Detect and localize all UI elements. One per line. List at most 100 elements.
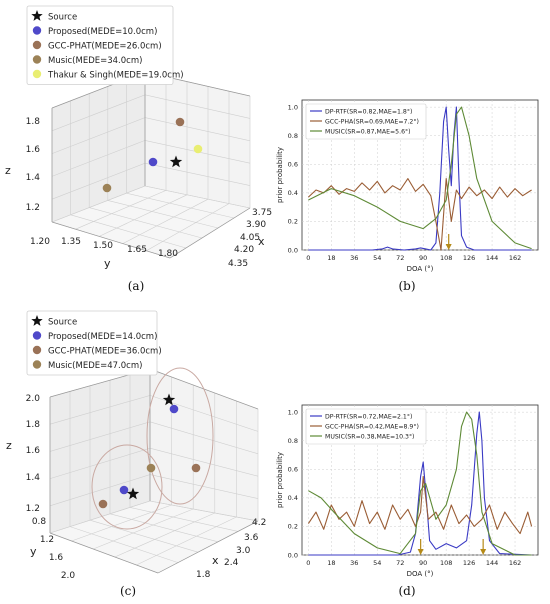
legend-label: GCC-PHAT(MEDE=36.0cm): [48, 347, 162, 357]
x-tick-label: 4.2: [252, 518, 266, 528]
legend-label: GCC-PHA(SR=0.42,MAE=8.9°): [325, 422, 419, 430]
y-tick-label: 0.6: [288, 466, 298, 474]
legend-label: MUSIC(SR=0.87,MAE=5.6°): [325, 127, 411, 135]
x-axis-label: x: [258, 235, 265, 248]
y-tick-label: 0.8: [288, 437, 298, 445]
panel-b-line-chart: 0 18 36 54 72 90 108 126 144 162 0.0 0.2 0.4 0.6 0.8 1.…: [276, 99, 539, 273]
panel-a-axes: 1.8 1.6 1.4 1.2 1.20 1.35 1.50 1.65 1.80 3.75 3.90…: [5, 71, 272, 270]
arrow-head: [445, 244, 452, 250]
x-tick-label: 4.20: [234, 245, 254, 255]
panel-d-chart: 0 18 36 54 72 90 108 126 144 162 0.0 0.2 0.4 0.6 0.8 1.…: [276, 404, 539, 578]
y-tick-label: 0.6: [288, 161, 298, 169]
z-tick-label: 2.0: [26, 394, 41, 404]
box-edge: [49, 532, 159, 574]
floor: [52, 186, 250, 258]
x-tick-label: 162: [509, 559, 521, 567]
y-tick-label: 0.0: [288, 246, 298, 254]
series-line-3: [308, 106, 532, 250]
point-source: [162, 393, 176, 406]
y-axis-label: prior probability: [276, 147, 284, 203]
legend-marker-circle: [32, 55, 42, 64]
legend-marker-circle: [32, 345, 42, 355]
legend-marker-star: [31, 315, 43, 326]
panel-c-points: [98, 393, 201, 509]
legend-label: MUSIC(SR=0.38,MAE=10.3°): [325, 432, 414, 440]
point-source: [169, 155, 183, 168]
box-edge: [169, 207, 251, 259]
z-tick-label: 1.4: [26, 173, 41, 183]
grid-floor: [144, 185, 251, 209]
grid-floor: [129, 507, 239, 532]
x-tick-label: 90: [419, 254, 427, 262]
x-tick-label: 54: [373, 559, 381, 567]
right-wall: [145, 72, 250, 208]
y-tick-label: 0.2: [288, 523, 298, 531]
legend-marker-circle: [32, 331, 42, 340]
arrow-head: [480, 549, 487, 555]
z-tick-label: 1.8: [26, 420, 41, 430]
x-tick-label: 108: [440, 254, 452, 262]
point-proposed: [169, 404, 179, 414]
caption-d: (d): [398, 584, 416, 598]
x-tick-label: 3.75: [252, 208, 272, 218]
grid-floor: [114, 512, 215, 558]
x-tick-label: 1.8: [196, 570, 211, 580]
legend-label: DP-RTF(SR=0.82,MAE=1.8°): [325, 107, 412, 115]
grid-floor: [109, 513, 219, 543]
panel-c-legend: Source Proposed(MEDE=14.0cm) GCC-PHAT(MEDE…: [26, 310, 162, 376]
x-tick-label: 162: [509, 254, 521, 262]
grid-floor: [99, 194, 188, 237]
point-gcc-phat: [175, 117, 185, 127]
x-tick-label: 0: [306, 559, 310, 567]
grid-floor: [70, 214, 187, 249]
y-tick-label: 1.0: [288, 408, 298, 416]
y-tick-label: 0.0: [288, 551, 298, 559]
legend-box: [26, 310, 158, 376]
legend-label: Proposed(MEDE=14.0cm): [48, 332, 157, 342]
z-tick-label: 1.2: [26, 504, 40, 514]
panel-c-axes: 2.0 1.8 1.6 1.4 1.2 0.8 1.2 1.6 2.0 4.2 3.6 3.0 2.4 1…: [6, 367, 266, 580]
arrow-head: [417, 549, 424, 555]
y-axis-label: prior probability: [276, 452, 284, 508]
caption-a: (a): [127, 279, 145, 293]
x-tick-label: 90: [419, 559, 427, 567]
y-tick-label: 1.80: [158, 249, 178, 259]
caption-b: (b): [398, 279, 416, 293]
grid-floor: [107, 200, 219, 229]
point-thakur-singh: [193, 144, 203, 154]
legend-box: [26, 5, 174, 85]
grid-floor: [136, 516, 237, 566]
grid-floor: [89, 207, 203, 239]
z-tick-label: 1.2: [26, 203, 40, 213]
legend-marker-circle: [32, 69, 42, 79]
y-tick-label: 0.8: [32, 517, 47, 527]
x-tick-label: 72: [396, 559, 404, 567]
box-edge: [51, 221, 171, 259]
x-tick-label: 54: [373, 254, 381, 262]
grid-floor: [49, 500, 151, 534]
grid-floor: [71, 504, 172, 542]
legend-label: DP-RTF(SR=0.72,MAE=2.1°): [325, 412, 412, 420]
series-line-2: [308, 178, 532, 251]
grid-floor: [93, 508, 194, 550]
z-tick-label: 1.6: [26, 145, 41, 155]
legend-label: Music(MEDE=47.0cm): [48, 361, 142, 371]
grid-floor: [75, 190, 167, 230]
point-gcc-phat: [191, 463, 201, 473]
z-axis-label: z: [6, 439, 12, 452]
floor: [50, 501, 258, 573]
y-tick-label: 1.6: [49, 553, 64, 563]
z-tick-label: 1.4: [26, 473, 41, 483]
x-axis-label: DOA (°): [407, 570, 434, 578]
legend-label: Thakur & Singh(MEDE=19.0cm): [47, 71, 184, 81]
point-proposed-2: [119, 485, 129, 495]
left-wall: [52, 72, 145, 222]
grid-floor: [89, 519, 199, 553]
legend-label: Music(MEDE=34.0cm): [48, 56, 142, 66]
x-tick-label: 36: [350, 254, 358, 262]
panel-b-chart: 0 18 36 54 72 90 108 126 144 162 0.0 0.2 0.4 0.6 0.8 1.…: [276, 99, 539, 273]
y-tick-label: 1.35: [61, 237, 81, 247]
panel-a-3d-scatter: 1.8 1.6 1.4 1.2 1.20 1.35 1.50 1.65 1.80 3.75 3.90…: [5, 5, 272, 270]
legend-label: Source: [48, 318, 77, 328]
grid-floor: [149, 500, 259, 522]
